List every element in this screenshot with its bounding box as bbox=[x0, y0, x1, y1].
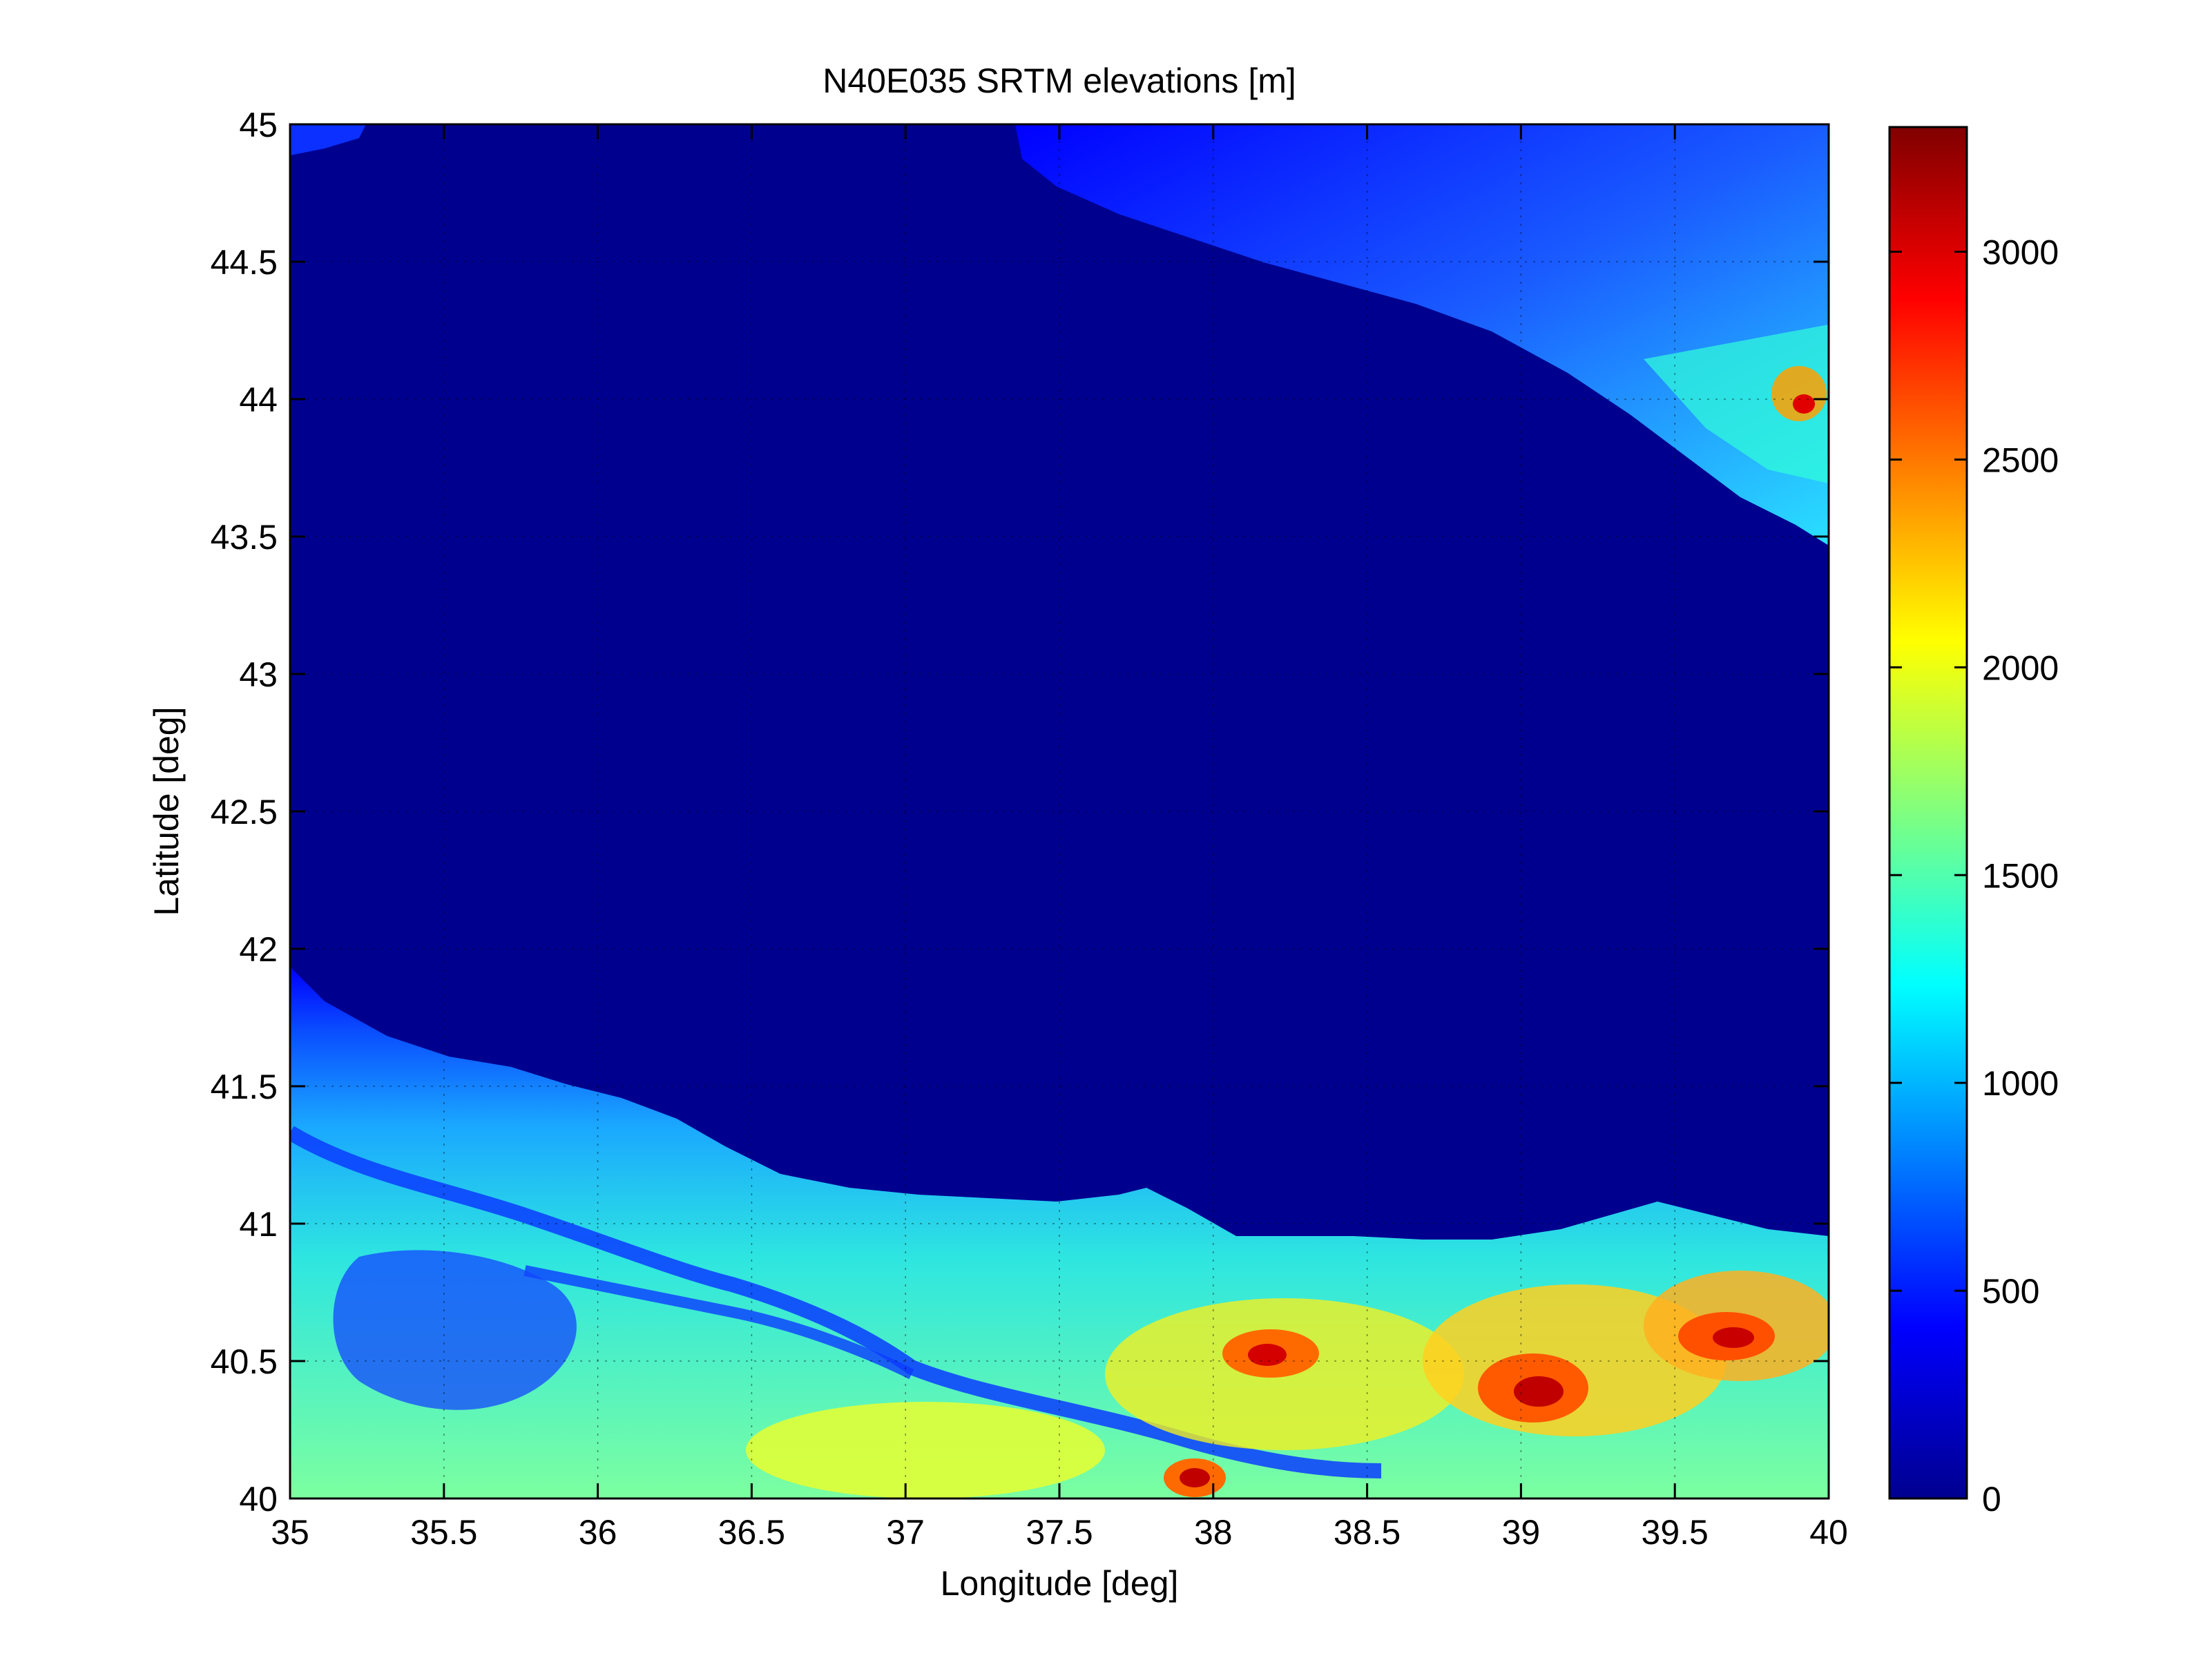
caucasus-peak-core bbox=[1793, 394, 1815, 414]
plot-title: N40E035 SRTM elevations [m] bbox=[823, 61, 1296, 100]
x-tick-label: 38.5 bbox=[1334, 1513, 1401, 1552]
colorbar-tick-label: 2500 bbox=[1982, 441, 2059, 479]
x-tick-label: 39 bbox=[1502, 1513, 1541, 1552]
x-tick-label: 35 bbox=[271, 1513, 309, 1552]
colorbar-frame bbox=[1888, 126, 1968, 1500]
colorbar-ticks: 0 500 1000 1500 2000 2500 3000 bbox=[1889, 233, 2059, 1519]
y-tick-label: 40.5 bbox=[211, 1342, 278, 1381]
colorbar-tick-label: 3000 bbox=[1982, 233, 2059, 272]
peak-red-1 bbox=[1248, 1344, 1287, 1366]
y-tick-label: 42.5 bbox=[211, 793, 278, 831]
y-axis-label: Latitude [deg] bbox=[147, 706, 186, 916]
colorbar: 0 500 1000 1500 2000 2500 3000 bbox=[1888, 126, 2059, 1519]
peak-red-2 bbox=[1514, 1376, 1564, 1407]
y-tick-label: 41.5 bbox=[211, 1068, 278, 1106]
y-tick-label: 40 bbox=[239, 1480, 278, 1519]
x-tick-label: 38 bbox=[1194, 1513, 1233, 1552]
x-axis-label: Longitude [deg] bbox=[941, 1564, 1179, 1603]
x-tick-label: 36 bbox=[579, 1513, 617, 1552]
y-tick-label: 45 bbox=[239, 106, 278, 144]
y-tick-label: 43.5 bbox=[211, 518, 278, 557]
y-tick-label: 43 bbox=[239, 655, 278, 694]
colorbar-tick-label: 1000 bbox=[1982, 1064, 2059, 1103]
y-tick-label: 42 bbox=[239, 930, 278, 969]
x-tick-label: 40 bbox=[1809, 1513, 1848, 1552]
colorbar-gradient bbox=[1889, 127, 1967, 1498]
y-tick-label: 44 bbox=[239, 380, 278, 419]
x-axis: 35 35.5 36 36.5 37 37.5 38 38.5 39 39.5 40 bbox=[271, 124, 1848, 1552]
colorbar-tick-label: 2000 bbox=[1982, 648, 2059, 687]
peak-red-3 bbox=[1713, 1327, 1754, 1348]
peak-red-4 bbox=[1180, 1468, 1210, 1487]
x-tick-label: 37.5 bbox=[1026, 1513, 1093, 1552]
colorbar-tick-label: 0 bbox=[1982, 1480, 2001, 1519]
colorbar-tick-label: 1500 bbox=[1982, 856, 2059, 895]
inland-basin bbox=[333, 1250, 577, 1410]
x-tick-label: 36.5 bbox=[718, 1513, 785, 1552]
crimea-tip bbox=[290, 124, 366, 155]
caucasus-land bbox=[1015, 124, 1829, 546]
y-axis: 40 40.5 41 41.5 42 42.5 43 43.5 44 44.5 45 bbox=[211, 106, 1829, 1519]
caucasus-highlands bbox=[1644, 325, 1829, 483]
y-tick-label: 41 bbox=[239, 1205, 278, 1244]
x-tick-label: 37 bbox=[886, 1513, 925, 1552]
caucasus-peak bbox=[1771, 366, 1827, 421]
x-tick-label: 39.5 bbox=[1642, 1513, 1709, 1552]
colorbar-tick-label: 500 bbox=[1982, 1272, 2039, 1311]
kizilirmak-valley bbox=[290, 1126, 1382, 1478]
elevation-map bbox=[290, 124, 1829, 1498]
highland-yellow-1 bbox=[746, 1402, 1105, 1498]
y-tick-label: 44.5 bbox=[211, 243, 278, 282]
yesilirmak-valley bbox=[523, 1265, 914, 1380]
x-tick-label: 35.5 bbox=[410, 1513, 477, 1552]
